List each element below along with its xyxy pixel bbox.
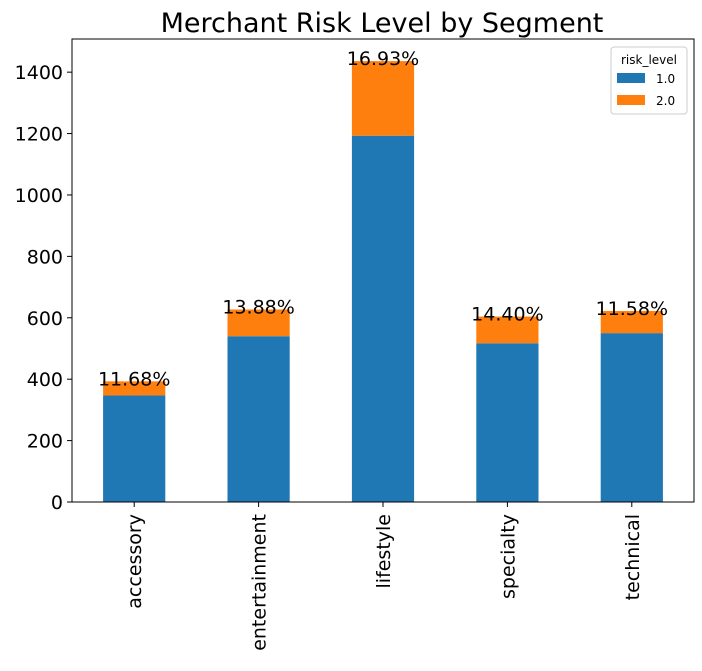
bar-accessory-series-0 (103, 395, 166, 502)
bar-accessory-series-1 (103, 381, 166, 396)
legend-swatch-0 (617, 73, 645, 83)
data-label-entertainment: 13.88% (222, 296, 294, 318)
bar-entertainment-series-0 (227, 336, 290, 502)
y-tick-label: 400 (27, 369, 63, 391)
x-tick-label: specialty (497, 514, 519, 599)
legend-label-1: 2.0 (656, 94, 675, 108)
bar-entertainment-series-1 (227, 309, 290, 337)
bar-technical-series-0 (600, 333, 663, 502)
x-axis: accessory entertainment lifestyle specialty… (124, 502, 644, 651)
y-tick-label: 200 (27, 431, 63, 453)
legend-swatch-1 (617, 95, 645, 105)
y-tick-label: 1200 (15, 124, 63, 146)
y-tick-label: 600 (27, 308, 63, 330)
y-axis: 0 200 400 600 800 1000 1200 1400 (15, 62, 72, 514)
legend: risk_level 1.0 2.0 (610, 46, 688, 115)
legend-title: risk_level (621, 53, 677, 67)
plot-frame (71, 38, 695, 503)
bar-lifestyle-series-0 (351, 135, 415, 502)
legend-label-0: 1.0 (656, 72, 675, 86)
bar-specialty-series-0 (476, 343, 539, 502)
data-labels-group: 11.68% 13.88% 16.93% 14.40% 11.58% (98, 48, 668, 390)
x-tick-label: entertainment (249, 514, 271, 651)
data-label-accessory: 11.68% (98, 368, 170, 390)
bar-lifestyle-series-1 (351, 61, 415, 136)
x-tick-label: technical (622, 514, 644, 600)
data-label-lifestyle: 16.93% (347, 48, 419, 70)
x-tick-label: accessory (124, 514, 146, 609)
x-tick-label: lifestyle (373, 514, 395, 589)
chart-title: Merchant Risk Level by Segment (161, 8, 604, 39)
data-label-specialty: 14.40% (471, 304, 543, 326)
y-tick-label: 1400 (15, 62, 63, 84)
y-tick-label: 1000 (15, 185, 63, 207)
bars-group (103, 61, 663, 502)
bar-technical-series-1 (600, 311, 663, 334)
y-tick-label: 0 (51, 492, 63, 514)
y-tick-label: 800 (27, 246, 63, 268)
data-label-technical: 11.58% (596, 298, 668, 320)
bar-specialty-series-1 (476, 316, 539, 344)
